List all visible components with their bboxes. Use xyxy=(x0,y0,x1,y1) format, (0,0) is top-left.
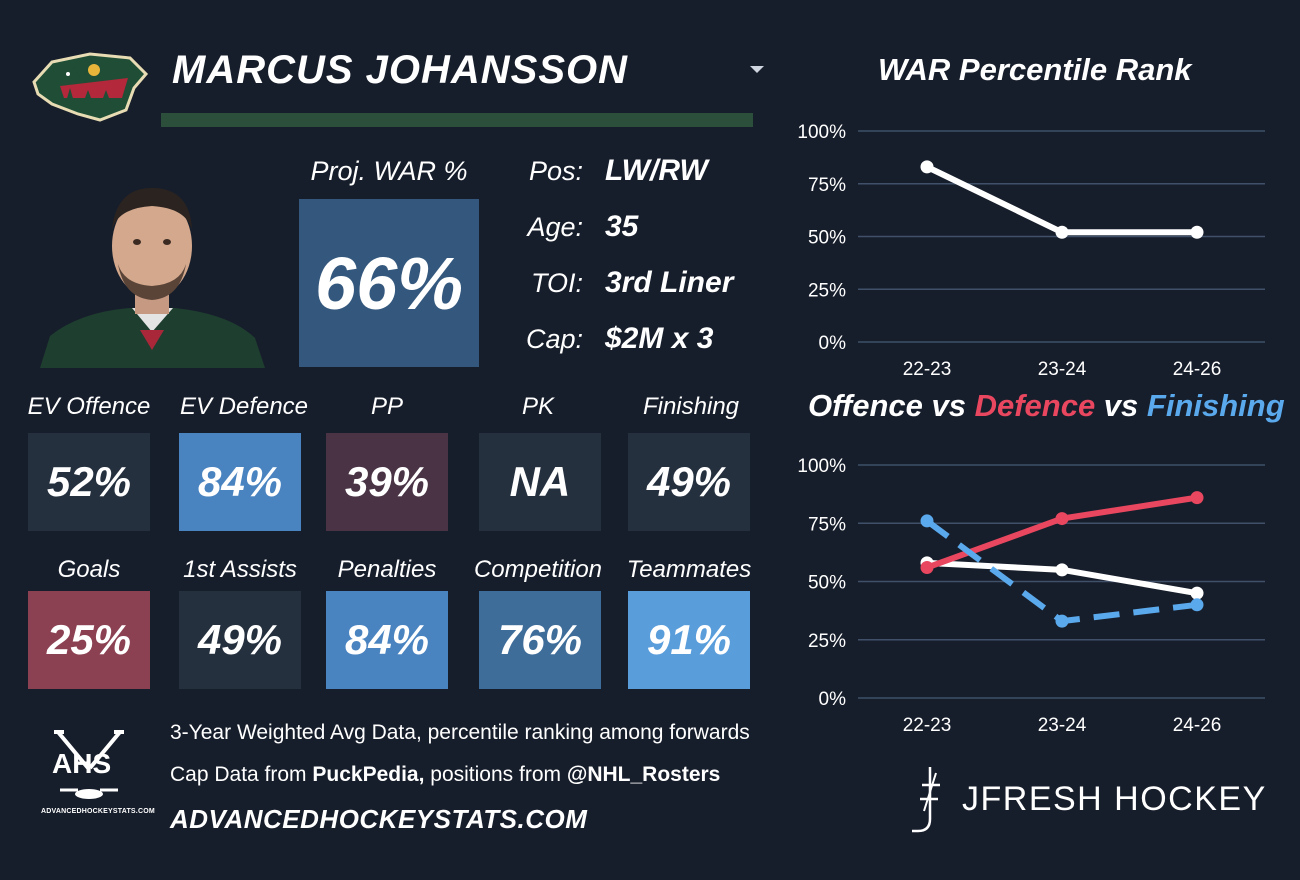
stat-tile-competition: 76% xyxy=(479,591,601,689)
footer-line2-mid: positions from xyxy=(424,763,567,786)
y-tick-label: 75% xyxy=(808,514,846,535)
series-line-0 xyxy=(925,164,1197,236)
series-line-defence xyxy=(925,494,1198,571)
x-tick-label: 23-24 xyxy=(1038,715,1087,734)
footer-line2: Cap Data from PuckPedia, positions from … xyxy=(170,763,720,787)
data-point xyxy=(1190,586,1204,600)
y-tick-label: 100% xyxy=(797,122,846,143)
chart2-title-defence: Defence xyxy=(974,388,1096,423)
war-label: Proj. WAR % xyxy=(310,156,468,186)
player-photo-icon xyxy=(40,188,265,368)
stat-label-teammates: Teammates xyxy=(626,556,752,583)
y-tick-label: 75% xyxy=(808,175,846,196)
stat-tile-penalties: 84% xyxy=(326,591,448,689)
brand-name: JFRESH HOCKEY xyxy=(962,780,1267,818)
x-tick-label: 22-23 xyxy=(903,715,952,734)
stat-label-penalties: Penalties xyxy=(337,556,437,583)
y-tick-label: 25% xyxy=(808,631,846,652)
data-point xyxy=(1055,563,1069,577)
data-point xyxy=(920,561,934,575)
stat-tile-1st-assists: 49% xyxy=(179,591,301,689)
info-value-cap: $2M x 3 xyxy=(605,322,714,355)
ahs-logo-site: ADVANCEDHOCKEYSTATS.COM xyxy=(41,808,155,815)
y-tick-label: 50% xyxy=(808,573,846,594)
y-tick-label: 50% xyxy=(808,228,846,249)
x-tick-label: 24-26 xyxy=(1173,359,1222,380)
data-point xyxy=(1055,512,1069,526)
puckpedia-link[interactable]: PuckPedia, xyxy=(312,763,425,786)
war-value: 66% xyxy=(299,199,479,367)
player-headshot xyxy=(40,180,265,373)
data-point xyxy=(920,160,934,174)
chart2-title-offence: Offence xyxy=(808,388,923,423)
x-tick-label: 23-24 xyxy=(1038,359,1087,380)
x-tick-label: 24-26 xyxy=(1173,715,1222,734)
data-point xyxy=(1190,491,1204,505)
y-tick-label: 0% xyxy=(819,333,847,354)
chart2-title-vs1: vs xyxy=(922,388,975,423)
info-value-pos: LW/RW xyxy=(605,154,708,187)
site-url[interactable]: ADVANCEDHOCKEYSTATS.COM xyxy=(170,804,588,834)
y-tick-label: 0% xyxy=(819,689,847,710)
stat-label-1st-assists: 1st Assists xyxy=(183,556,297,583)
stat-label-competition: Competition xyxy=(473,556,603,583)
wild-logo-icon xyxy=(32,52,149,122)
jfresh-stick-icon xyxy=(912,767,940,833)
data-point xyxy=(920,514,934,528)
chart2-title-vs2: vs xyxy=(1095,388,1147,423)
hockey-sticks-icon xyxy=(54,730,124,799)
stat-label-ev-defence: EV Defence xyxy=(179,393,309,420)
y-tick-label: 25% xyxy=(808,280,846,301)
info-label-cap: Cap: xyxy=(525,324,583,354)
info-label-toi: TOI: xyxy=(530,268,583,298)
stat-tile-pp: 39% xyxy=(326,433,448,531)
nhl-rosters-link[interactable]: @NHL_Rosters xyxy=(566,763,721,786)
jfresh-logo xyxy=(906,765,950,842)
stat-label-ev-offence: EV Offence xyxy=(27,393,151,420)
ahs-logo-text: AHS xyxy=(52,748,112,779)
war-percentile-chart: 100% 75% 50% 25% 0% 22-23 23-24 24-26 xyxy=(797,122,1265,380)
chart2-title-finishing: Finishing xyxy=(1146,388,1285,423)
stat-label-goals: Goals xyxy=(57,556,121,583)
stat-tile-pk: NA xyxy=(479,433,601,531)
chart2-title: Offence vs Defence vs Finishing xyxy=(808,388,1285,424)
stat-tile-goals: 25% xyxy=(28,591,150,689)
chevron-down-icon[interactable] xyxy=(750,66,764,73)
player-dropdown-bar[interactable] xyxy=(161,113,753,127)
ahs-logo xyxy=(44,728,134,813)
info-value-toi: 3rd Liner xyxy=(605,266,734,299)
data-point xyxy=(1190,598,1204,612)
info-value-age: 35 xyxy=(605,210,639,243)
info-label-pos: Pos: xyxy=(528,156,583,186)
offence-defence-finishing-chart: 100% 75% 50% 25% 0% 22-23 23-24 24-26 xyxy=(797,456,1265,734)
info-label-age: Age: xyxy=(527,212,583,242)
footer-line2-prefix: Cap Data from xyxy=(170,763,313,786)
team-logo xyxy=(30,48,149,129)
stat-tile-ev-offence: 52% xyxy=(28,433,150,531)
player-name: MARCUS JOHANSSON xyxy=(172,48,629,92)
footer-line1: 3-Year Weighted Avg Data, percentile ran… xyxy=(170,721,750,744)
data-point xyxy=(1190,225,1204,239)
stat-label-pk: PK xyxy=(521,393,554,420)
x-tick-label: 22-23 xyxy=(903,359,952,380)
stat-tile-teammates: 91% xyxy=(628,591,750,689)
data-point xyxy=(1055,614,1069,628)
data-point xyxy=(1055,225,1069,239)
y-tick-label: 100% xyxy=(797,456,846,477)
chart1-title: WAR Percentile Rank xyxy=(878,52,1192,87)
stat-tile-ev-defence: 84% xyxy=(179,433,301,531)
stat-label-pp: PP xyxy=(370,393,403,420)
stat-tile-finishing: 49% xyxy=(628,433,750,531)
stat-label-finishing: Finishing xyxy=(642,393,740,420)
